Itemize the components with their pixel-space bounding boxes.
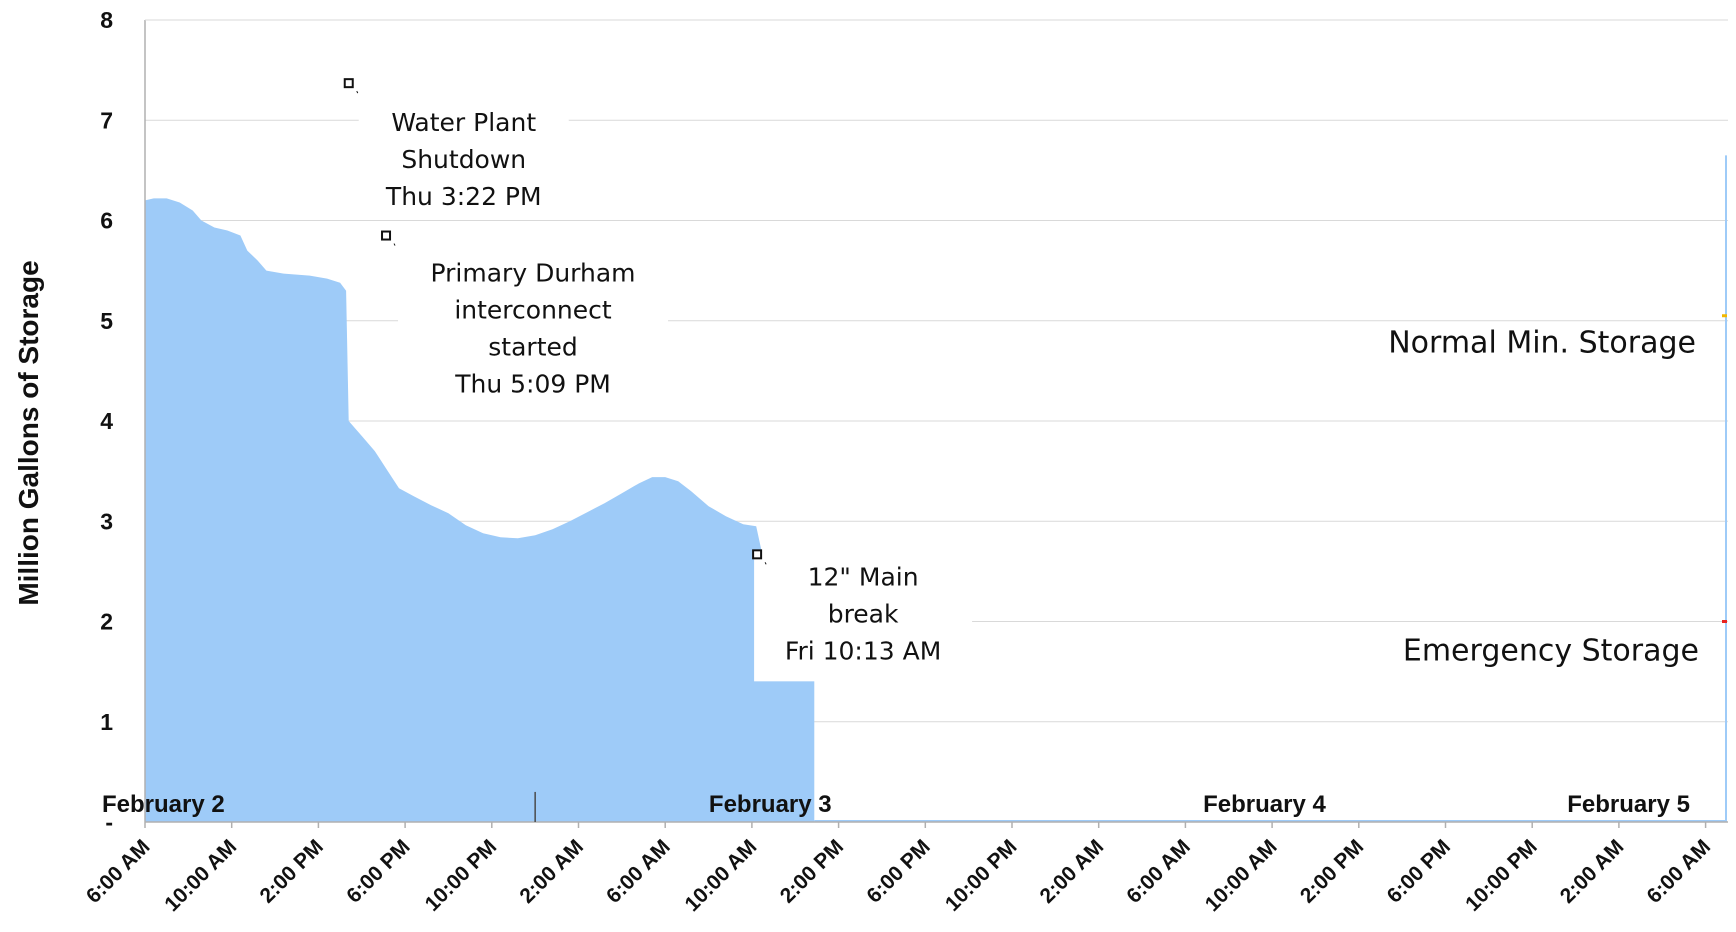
storage-area-layer	[145, 198, 815, 822]
x-tick-label: 2:00 AM	[1036, 835, 1109, 908]
x-tick-label: 10:00 AM	[681, 835, 762, 916]
y-axis-label: Million Gallons of Storage	[13, 260, 44, 605]
x-tick-label: 10:00 PM	[1461, 835, 1542, 916]
annotation-text: Fri 10:13 AM	[785, 636, 941, 665]
annotation-leader	[393, 243, 396, 246]
y-tick-label: -	[105, 809, 113, 835]
y-tick-label: 5	[100, 308, 113, 334]
annotation-text: Thu 3:22 PM	[385, 182, 542, 211]
y-tick-label: 1	[100, 709, 113, 735]
y-tick-label: 6	[100, 208, 113, 234]
x-tick-label: 6:00 PM	[342, 835, 414, 907]
y-tick-label: 2	[100, 609, 113, 635]
y-axis-ticks: - 1 2 3 4 5 6 7 8	[100, 7, 113, 835]
x-tick-label: 6:00 PM	[862, 835, 934, 907]
annotation-leader	[764, 562, 767, 565]
x-tick-label: 6:00 AM	[1122, 835, 1195, 908]
x-tick-label: 6:00 AM	[82, 835, 155, 908]
date-label: February 2	[102, 791, 225, 818]
annotation-box	[358, 99, 569, 218]
date-label: February 5	[1567, 791, 1690, 818]
annotation-text: interconnect	[454, 296, 612, 325]
plot-frame	[144, 19, 1728, 823]
annotation-marker	[752, 549, 763, 560]
annotation-text: Shutdown	[401, 145, 526, 174]
x-tick-label: 2:00 AM	[1556, 835, 1629, 908]
y-tick-label: 4	[100, 408, 113, 434]
reference-line-label: Emergency Storage	[1403, 634, 1699, 669]
x-tick-label: 2:00 AM	[515, 835, 588, 908]
annotation-text: 12" Main	[808, 562, 919, 591]
annotation-box	[754, 553, 973, 682]
x-tick-label: 6:00 AM	[1642, 835, 1715, 908]
date-labels: February 2 February 3 February 4 February 5	[102, 791, 1690, 818]
annotation-box	[398, 249, 669, 404]
x-tick-label: 10:00 PM	[421, 835, 502, 916]
date-label: February 4	[1203, 791, 1326, 818]
x-tick-label: 6:00 AM	[602, 835, 675, 908]
y-tick-label: 3	[100, 508, 113, 534]
x-tick-label: 10:00 PM	[941, 835, 1022, 916]
x-tick-label: 6:00 PM	[1383, 835, 1455, 907]
reference-lines: Normal Min. Storage Emergency Storage	[1388, 314, 1727, 669]
annotation-text: break	[828, 599, 899, 628]
annotation-text: Primary Durham	[431, 259, 636, 288]
x-tick-label: 2:00 PM	[256, 835, 328, 907]
annotation-leader	[356, 90, 359, 94]
annotation-text: started	[488, 333, 577, 362]
x-axis-ticks: 6:00 AM 10:00 AM 2:00 PM 6:00 PM 10:00 PM 2:0…	[82, 822, 1715, 916]
y-tick-label: 8	[100, 7, 113, 33]
annotation-text: Thu 5:09 PM	[454, 370, 611, 399]
x-tick-label: 10:00 AM	[1201, 835, 1282, 916]
date-label: February 3	[709, 791, 832, 818]
x-tick-label: 10:00 AM	[160, 835, 241, 916]
x-tick-label: 2:00 PM	[1296, 835, 1368, 907]
annotation-marker	[381, 230, 392, 241]
annotation-marker	[343, 78, 354, 89]
reference-line-label: Normal Min. Storage	[1388, 326, 1696, 361]
annotation-text: Water Plant	[391, 108, 536, 137]
annotations: Water Plant Shutdown Thu 3:22 PM Primary Du…	[343, 78, 973, 682]
storage-area	[145, 198, 815, 822]
y-tick-label: 7	[100, 107, 113, 133]
x-tick-label: 2:00 PM	[776, 835, 848, 907]
